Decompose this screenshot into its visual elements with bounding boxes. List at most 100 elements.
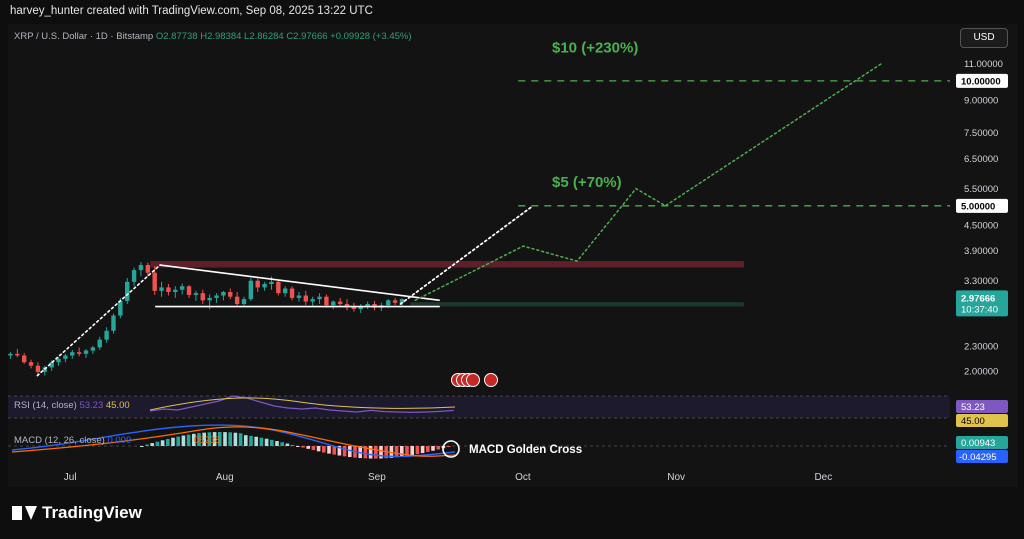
macd-histogram-bar xyxy=(327,446,331,454)
candle-body xyxy=(365,304,370,307)
currency-button[interactable]: USD xyxy=(960,28,1008,48)
projection-white-path xyxy=(399,204,534,305)
macd-histogram-bar xyxy=(264,438,269,446)
target-mid-label: $5 (+70%) xyxy=(552,174,622,191)
candle-body xyxy=(97,339,102,348)
candle-body xyxy=(56,358,61,363)
macd-histogram-bar xyxy=(332,446,336,455)
macd-histogram-bar xyxy=(374,446,378,459)
macd-histogram-bar xyxy=(342,446,347,457)
y-tick-label: 2.00000 xyxy=(964,367,998,378)
macd-histogram-bar xyxy=(400,446,404,457)
candle-body xyxy=(166,287,171,293)
macd-histogram-bar xyxy=(160,440,165,446)
candle-body xyxy=(207,297,212,301)
rsi-value-badge xyxy=(956,400,1008,413)
candle-body xyxy=(337,301,343,305)
rsi-legend-value: 53.23 xyxy=(79,400,104,411)
candle-body xyxy=(15,353,20,356)
candle-body xyxy=(193,293,199,295)
y-tick-label: 11.00000 xyxy=(964,59,1003,70)
ohlc-values: O2.87738 H2.98384 L2.86284 C2.97666 +0.0… xyxy=(155,31,412,42)
rsi-panel-bg xyxy=(8,396,950,418)
macd-histogram-bar xyxy=(420,446,425,454)
tradingview-logo[interactable]: TradingView xyxy=(12,503,142,523)
candle-body xyxy=(392,300,398,303)
candle-body xyxy=(303,295,309,302)
candle-body xyxy=(283,288,288,294)
rsi-ma-badge xyxy=(956,414,1008,427)
target-level-badge-text: 10.00000 xyxy=(961,76,1001,87)
candle-body xyxy=(310,299,315,302)
candle-body xyxy=(255,280,260,288)
target-level-badge xyxy=(956,198,1008,213)
rsi-legend: RSI (14, close) 53.23 45.00 xyxy=(14,400,130,411)
macd-histogram-bar xyxy=(218,432,222,446)
macd-histogram-bar xyxy=(363,446,368,459)
x-tick-label: Jul xyxy=(64,472,77,483)
macd-histogram-bar xyxy=(155,441,160,446)
macd-histogram-bar xyxy=(290,444,295,446)
macd-histogram-bar xyxy=(244,435,248,446)
candle-body xyxy=(399,299,405,303)
macd-golden-cross-label: MACD Golden Cross xyxy=(469,444,582,456)
macd-histogram-bar xyxy=(322,446,326,453)
y-tick-label: 5.50000 xyxy=(964,184,998,195)
candle-body xyxy=(70,352,75,356)
candle-body xyxy=(317,296,322,300)
macd-histogram-bar xyxy=(431,446,435,451)
candle-body xyxy=(90,347,96,351)
macd-histogram-bar xyxy=(379,446,383,459)
y-tick-label: 6.50000 xyxy=(964,154,998,165)
macd-histogram-bar xyxy=(254,436,258,446)
macd-histogram-bar xyxy=(207,432,212,446)
macd-histogram-bar xyxy=(394,446,399,458)
x-tick-label: Dec xyxy=(814,472,832,483)
rally-dotted-path xyxy=(36,264,161,377)
macd-signal-badge-text: -0.04295 xyxy=(959,452,997,463)
candle-body xyxy=(358,306,363,310)
candle-body xyxy=(173,289,178,293)
candle-body xyxy=(186,286,192,295)
candle-body xyxy=(118,300,123,316)
macd-legend-signal: 05238 xyxy=(193,435,221,446)
x-tick-label: Sep xyxy=(368,472,386,483)
macd-histogram-bar xyxy=(301,446,305,448)
macd-histogram-bar xyxy=(212,432,217,446)
macd-histogram-bar xyxy=(405,446,409,456)
candle-body xyxy=(138,265,144,271)
candle-body xyxy=(179,286,185,290)
rsi-legend-ma: 45.00 xyxy=(105,400,130,411)
x-tick-label: Aug xyxy=(216,472,234,483)
y-tick-label: 2.30000 xyxy=(964,341,998,352)
candle-body xyxy=(111,315,116,331)
symbol-name[interactable]: XRP / U.S. Dollar · 1D · Bitstamp xyxy=(14,31,154,42)
macd-histogram-bar xyxy=(223,432,227,446)
rsi-value-badge-text: 53.23 xyxy=(961,402,985,413)
macd-histogram-bar xyxy=(426,446,430,452)
rsi-ma-badge-text: 45.00 xyxy=(961,416,985,427)
chart-credit: harvey_hunter created with TradingView.c… xyxy=(10,5,373,17)
candle-body xyxy=(228,292,233,297)
y-tick-label: 3.30000 xyxy=(964,276,998,287)
candle-body xyxy=(324,296,329,306)
tradingview-logo-icon xyxy=(12,506,37,520)
macd-histogram-bar xyxy=(259,437,264,446)
candle-body xyxy=(76,352,82,354)
candle-body xyxy=(200,293,205,301)
brand-name: TradingView xyxy=(42,503,142,522)
macd-histogram-bar xyxy=(368,446,373,459)
support-zone xyxy=(410,302,744,307)
rsi-label: RSI (14, close) xyxy=(14,400,77,411)
macd-histogram-bar xyxy=(316,446,321,452)
candle-body xyxy=(21,355,27,363)
y-tick-label: 7.50000 xyxy=(964,128,998,139)
macd-label: MACD (12, 26, close) xyxy=(14,435,105,446)
event-marker-icon xyxy=(466,373,480,387)
projection-green-path xyxy=(414,62,883,302)
macd-histogram-bar xyxy=(202,432,206,446)
resistance-zone xyxy=(150,261,744,268)
rsi-line xyxy=(149,395,454,414)
event-marker-icon xyxy=(484,373,498,387)
